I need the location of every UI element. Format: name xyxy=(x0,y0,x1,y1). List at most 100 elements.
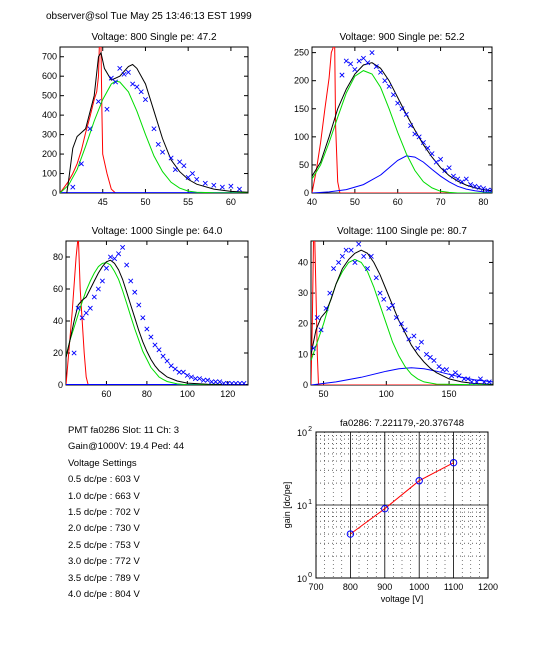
data-point-1000 xyxy=(164,358,170,364)
data-point-1100 xyxy=(477,376,483,382)
data-point-900 xyxy=(433,159,439,165)
gain-point xyxy=(381,504,389,513)
data-point-900 xyxy=(352,66,358,72)
data-point-800 xyxy=(168,155,174,161)
data-point-1000 xyxy=(116,251,122,257)
data-point-900 xyxy=(369,50,375,56)
data-point-1000 xyxy=(205,377,211,383)
panel-frame-1100 xyxy=(310,240,494,386)
data-point-900 xyxy=(365,60,371,66)
y-tick-label: 10 xyxy=(297,428,307,438)
data-point-800 xyxy=(117,65,123,71)
x-tick-label: 60 xyxy=(226,197,236,207)
gain-fit-line xyxy=(350,462,454,535)
data-point-1000 xyxy=(180,369,186,375)
data-point-1000 xyxy=(132,289,138,295)
x-axis-label: voltage [V] xyxy=(381,594,424,604)
x-tick-label: 100 xyxy=(180,389,195,399)
total-fit-line-800 xyxy=(66,51,248,193)
data-point-1100 xyxy=(469,379,475,385)
x-tick-label: 70 xyxy=(436,197,446,207)
info-line: 1.0 dc/pe : 663 V xyxy=(68,490,140,502)
data-point-1100 xyxy=(368,253,374,259)
data-point-1000 xyxy=(152,342,158,348)
total-fit-line-1100 xyxy=(311,249,493,385)
data-point-900 xyxy=(459,179,465,185)
data-point-800 xyxy=(125,69,131,75)
data-point-1100 xyxy=(331,266,337,272)
total-fit-line-900 xyxy=(312,62,492,192)
data-point-1000 xyxy=(241,380,247,385)
info-line: Voltage Settings xyxy=(68,457,137,469)
data-point-900 xyxy=(446,165,452,171)
x-tick-label: 50 xyxy=(140,197,150,207)
y-tick-label: 0 xyxy=(303,380,308,390)
data-point-1000 xyxy=(160,353,166,359)
data-point-800 xyxy=(142,97,148,103)
x-tick-label: 40 xyxy=(307,197,317,207)
data-point-900 xyxy=(476,184,482,190)
data-point-1100 xyxy=(456,373,462,379)
total-fit-line-1000 xyxy=(66,259,248,385)
data-point-1100 xyxy=(348,247,354,253)
data-point-900 xyxy=(485,187,491,193)
data-point-1100 xyxy=(336,259,342,265)
data-point-1100 xyxy=(402,327,408,333)
data-point-800 xyxy=(151,126,157,132)
pedestal-fit-line-900 xyxy=(312,47,492,193)
data-point-1000 xyxy=(75,305,81,311)
gain-plot-title: fa0286: 7.221179,-20.376748 xyxy=(340,418,464,429)
data-point-900 xyxy=(348,61,354,67)
data-point-1000 xyxy=(87,305,93,311)
data-point-800 xyxy=(95,98,101,105)
data-point-800 xyxy=(185,174,191,180)
x-tick-label: 100 xyxy=(379,389,394,399)
data-point-1100 xyxy=(377,290,383,296)
data-point-800 xyxy=(138,89,144,95)
data-point-800 xyxy=(219,184,225,190)
x-tick-label: 80 xyxy=(142,389,152,399)
data-point-800 xyxy=(160,149,166,155)
x-tick-label: 120 xyxy=(220,389,235,399)
data-point-1100 xyxy=(361,253,367,259)
data-point-1000 xyxy=(192,376,198,382)
data-point-1000 xyxy=(71,350,77,356)
data-point-1100 xyxy=(398,321,404,327)
info-line: 0.5 dc/pe : 603 V xyxy=(68,474,140,486)
x-tick-label: 80 xyxy=(478,197,488,207)
data-point-900 xyxy=(382,78,388,84)
single-pe-fit-line-1100 xyxy=(311,258,493,385)
data-point-900 xyxy=(339,72,345,78)
data-point-1100 xyxy=(465,376,471,382)
data-point-1000 xyxy=(213,379,219,385)
data-point-900 xyxy=(408,123,414,129)
y-tick-label: 20 xyxy=(298,319,308,329)
data-point-800 xyxy=(78,161,84,167)
pedestal-fit-line-1100 xyxy=(311,241,493,385)
data-point-900 xyxy=(378,69,384,75)
x-tick-label: 50 xyxy=(319,389,329,399)
data-point-1100 xyxy=(461,376,467,382)
panel-frame-1000 xyxy=(65,240,249,386)
data-point-900 xyxy=(360,55,366,61)
y-tick-exponent: 1 xyxy=(308,499,312,506)
data-point-900 xyxy=(399,106,405,112)
y-tick-exponent: 2 xyxy=(308,426,312,433)
y-tick-label: 40 xyxy=(53,316,63,326)
x-tick-label: 700 xyxy=(308,582,323,592)
data-point-1000 xyxy=(83,310,89,316)
two-pe-fit-line-1100 xyxy=(311,367,493,385)
single-pe-fit-line-900 xyxy=(312,70,492,193)
data-point-900 xyxy=(356,58,362,64)
data-point-1100 xyxy=(390,302,396,308)
data-point-1100 xyxy=(314,315,320,321)
y-tick-label: 400 xyxy=(42,110,57,120)
single-pe-fit-line-1000 xyxy=(66,262,248,385)
y-tick-label: 500 xyxy=(42,91,57,101)
data-point-1100 xyxy=(431,357,437,364)
data-point-1100 xyxy=(474,379,480,385)
data-point-1100 xyxy=(486,379,492,385)
data-point-1000 xyxy=(172,366,178,372)
data-point-900 xyxy=(455,176,461,182)
data-point-900 xyxy=(416,134,422,140)
